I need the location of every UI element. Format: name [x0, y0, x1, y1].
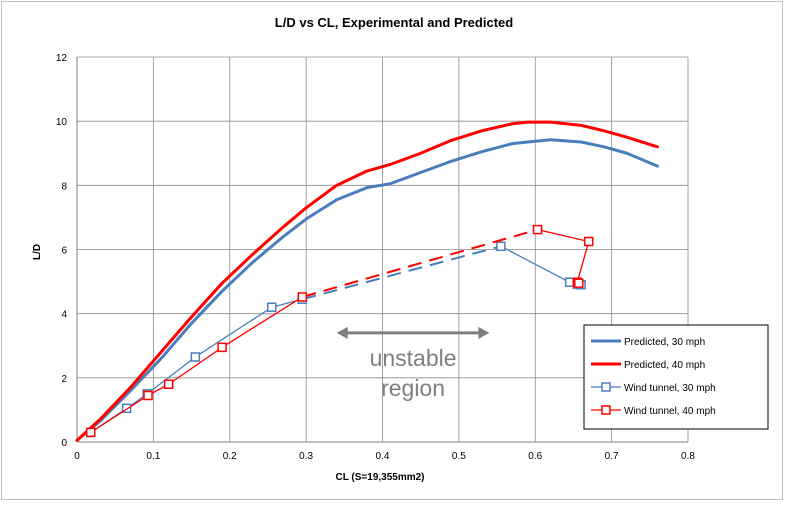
series-predicted-0 — [75, 138, 659, 442]
legend-label: Predicted, 30 mph — [624, 337, 705, 348]
y-tick-label: 2 — [61, 374, 67, 385]
x-tick-label: 0.2 — [223, 451, 237, 462]
legend-label: Predicted, 40 mph — [624, 360, 705, 371]
series-point — [121, 403, 132, 414]
tick-labels: 0 0.1 0.2 0.3 0.4 0.5 0.6 0.7 0.8 0 2 4 6 8 10 12 — [56, 53, 696, 462]
series-dashed-segment — [302, 228, 538, 298]
series-point — [583, 236, 594, 247]
series-point — [163, 379, 174, 389]
x-tick-label: 0.1 — [146, 451, 160, 462]
series-point — [297, 292, 308, 302]
annotation-text: region — [381, 375, 445, 401]
x-tick-label: 0 — [74, 451, 80, 462]
series-segment — [537, 228, 589, 243]
y-tick-label: 12 — [56, 53, 68, 64]
arrow-left-head — [336, 326, 348, 339]
x-axis-label: CL (S=19,355mm2) — [335, 472, 424, 483]
legend-item: Predicted, 30 mph — [591, 337, 705, 348]
y-tick-label: 6 — [61, 246, 67, 257]
series-point — [574, 278, 584, 288]
series-point — [267, 302, 277, 312]
chart-title: L/D vs CL, Experimental and Predicted — [275, 15, 513, 30]
series-point — [143, 390, 153, 401]
legend: Predicted, 30 mph Predicted, 40 mph Wind t… — [583, 324, 769, 430]
unstable-region-annotation: unstable region — [336, 326, 490, 401]
legend-marker — [601, 405, 611, 415]
x-tick-label: 0.3 — [299, 451, 313, 462]
y-tick-label: 10 — [56, 117, 68, 128]
series-predicted-1 — [75, 120, 659, 442]
x-tick-label: 0.5 — [452, 451, 466, 462]
legend-item: Wind tunnel, 30 mph — [591, 382, 716, 394]
series-dashed-segment — [302, 245, 502, 301]
annotation-text: unstable — [370, 345, 457, 371]
series-wind-tunnel-3 — [85, 224, 594, 438]
y-axis-label: L/D — [32, 244, 43, 260]
legend-marker — [601, 382, 611, 392]
legend-label: Wind tunnel, 30 mph — [624, 383, 716, 394]
series-point — [564, 277, 575, 287]
series-point — [85, 427, 96, 438]
x-tick-label: 0.6 — [528, 451, 542, 462]
arrow-right-head — [478, 326, 490, 339]
y-tick-label: 0 — [61, 438, 67, 449]
legend-item: Wind tunnel, 40 mph — [591, 405, 716, 417]
legend-item: Predicted, 40 mph — [591, 360, 705, 371]
x-tick-label: 0.8 — [681, 451, 695, 462]
series-segment — [195, 306, 273, 358]
series-point — [190, 352, 201, 362]
series-layer — [75, 120, 659, 442]
series-segment — [168, 346, 223, 385]
y-tick-label: 8 — [61, 181, 67, 192]
series-line — [75, 120, 659, 442]
legend-label: Wind tunnel, 40 mph — [624, 406, 716, 417]
x-tick-label: 0.7 — [605, 451, 619, 462]
series-segment — [221, 296, 303, 348]
series-wind-tunnel-2 — [85, 241, 586, 438]
series-segment — [146, 356, 196, 395]
series-point — [532, 224, 543, 235]
y-tick-label: 4 — [61, 310, 67, 321]
series-segment — [576, 241, 590, 283]
series-point — [496, 241, 506, 252]
series-segment — [90, 394, 149, 433]
series-line — [75, 138, 659, 442]
series-segment — [500, 245, 570, 283]
series-point — [217, 342, 227, 353]
x-tick-label: 0.4 — [376, 451, 390, 462]
